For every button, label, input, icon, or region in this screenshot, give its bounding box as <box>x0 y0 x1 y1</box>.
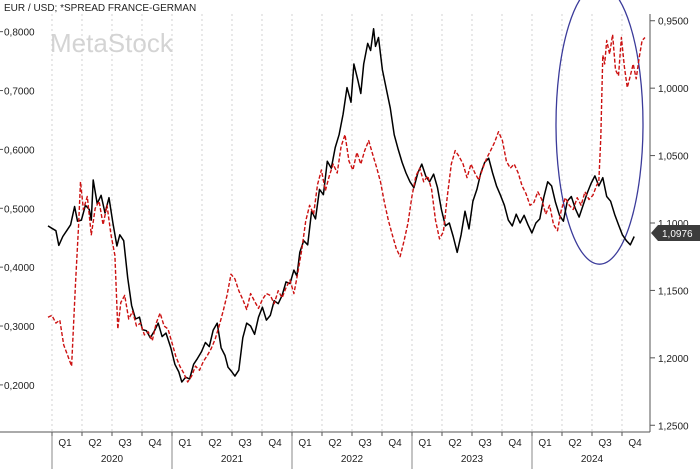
left-tick-label: 0,7000 <box>4 87 35 98</box>
left-tick-label: 0,5000 <box>4 204 35 215</box>
last-value-badge: 1,0976 <box>651 225 700 241</box>
x-tick-label: Q2 <box>88 438 102 449</box>
left-tick-label: 0,3000 <box>4 322 35 333</box>
x-tick-label: Q4 <box>388 438 402 449</box>
right-tick-label: 1,0000 <box>658 84 689 95</box>
left-tick-label: 0,6000 <box>4 145 35 156</box>
x-tick-label: Q3 <box>358 438 372 449</box>
x-tick-label: Q4 <box>268 438 282 449</box>
right-tick-label: 0,9500 <box>658 17 689 28</box>
left-tick-label: 0,8000 <box>4 28 35 39</box>
x-tick-label: Q1 <box>298 438 312 449</box>
watermark: MetaStock <box>50 28 174 58</box>
year-label: 2023 <box>461 454 484 465</box>
right-tick-label: 1,2500 <box>658 421 689 432</box>
x-tick-label: Q4 <box>628 438 642 449</box>
series-line-red-dashed <box>47 33 646 383</box>
chart-title: EUR / USD; *SPREAD FRANCE-GERMAN <box>4 3 196 14</box>
year-label: 2021 <box>221 454 244 465</box>
series-line-black <box>47 27 635 383</box>
x-tick-label: Q2 <box>568 438 582 449</box>
right-tick-label: 1,0500 <box>658 152 689 163</box>
highlight-ellipse <box>555 0 644 265</box>
x-tick-label: Q1 <box>58 438 72 449</box>
left-tick-label: 0,2000 <box>4 381 35 392</box>
x-tick-label: Q1 <box>418 438 432 449</box>
x-tick-label: Q3 <box>118 438 132 449</box>
badge-value: 1,0976 <box>662 229 693 240</box>
right-tick-label: 1,1000 <box>658 219 689 230</box>
year-label: 2022 <box>341 454 364 465</box>
badge-shape <box>651 225 700 241</box>
year-label: 2024 <box>581 454 604 465</box>
right-tick-label: 1,1500 <box>658 286 689 297</box>
left-tick-label: 0,4000 <box>4 263 35 274</box>
x-tick-label: Q3 <box>238 438 252 449</box>
x-tick-label: Q2 <box>328 438 342 449</box>
year-label: 2020 <box>101 454 124 465</box>
left-axis-ticks: 0,2000 0,3000 0,4000 0,5000 0,6000 0,7000 0,80… <box>0 28 35 392</box>
x-tick-label: Q4 <box>508 438 522 449</box>
x-tick-label: Q1 <box>178 438 192 449</box>
x-tick-label: Q4 <box>148 438 162 449</box>
x-tick-label: Q2 <box>208 438 222 449</box>
x-tick-label: Q1 <box>538 438 552 449</box>
x-tick-label: Q3 <box>478 438 492 449</box>
series-layer <box>47 27 646 383</box>
right-axis-ticks: 0,9500 1,0000 1,0500 1,1000 1,1500 1,2000 1,25… <box>650 17 689 432</box>
x-tick-label: Q2 <box>448 438 462 449</box>
x-tick-label: Q3 <box>598 438 612 449</box>
right-tick-label: 1,2000 <box>658 354 689 365</box>
x-axis-ticks: Q1 Q2 Q3 Q4 Q1 Q2 Q3 Q4 Q1 Q2 Q3 Q4 Q1 Q2 Q3 Q4 Q1 Q2 Q3 Q4… <box>51 432 642 469</box>
annotation-layer <box>555 0 644 265</box>
